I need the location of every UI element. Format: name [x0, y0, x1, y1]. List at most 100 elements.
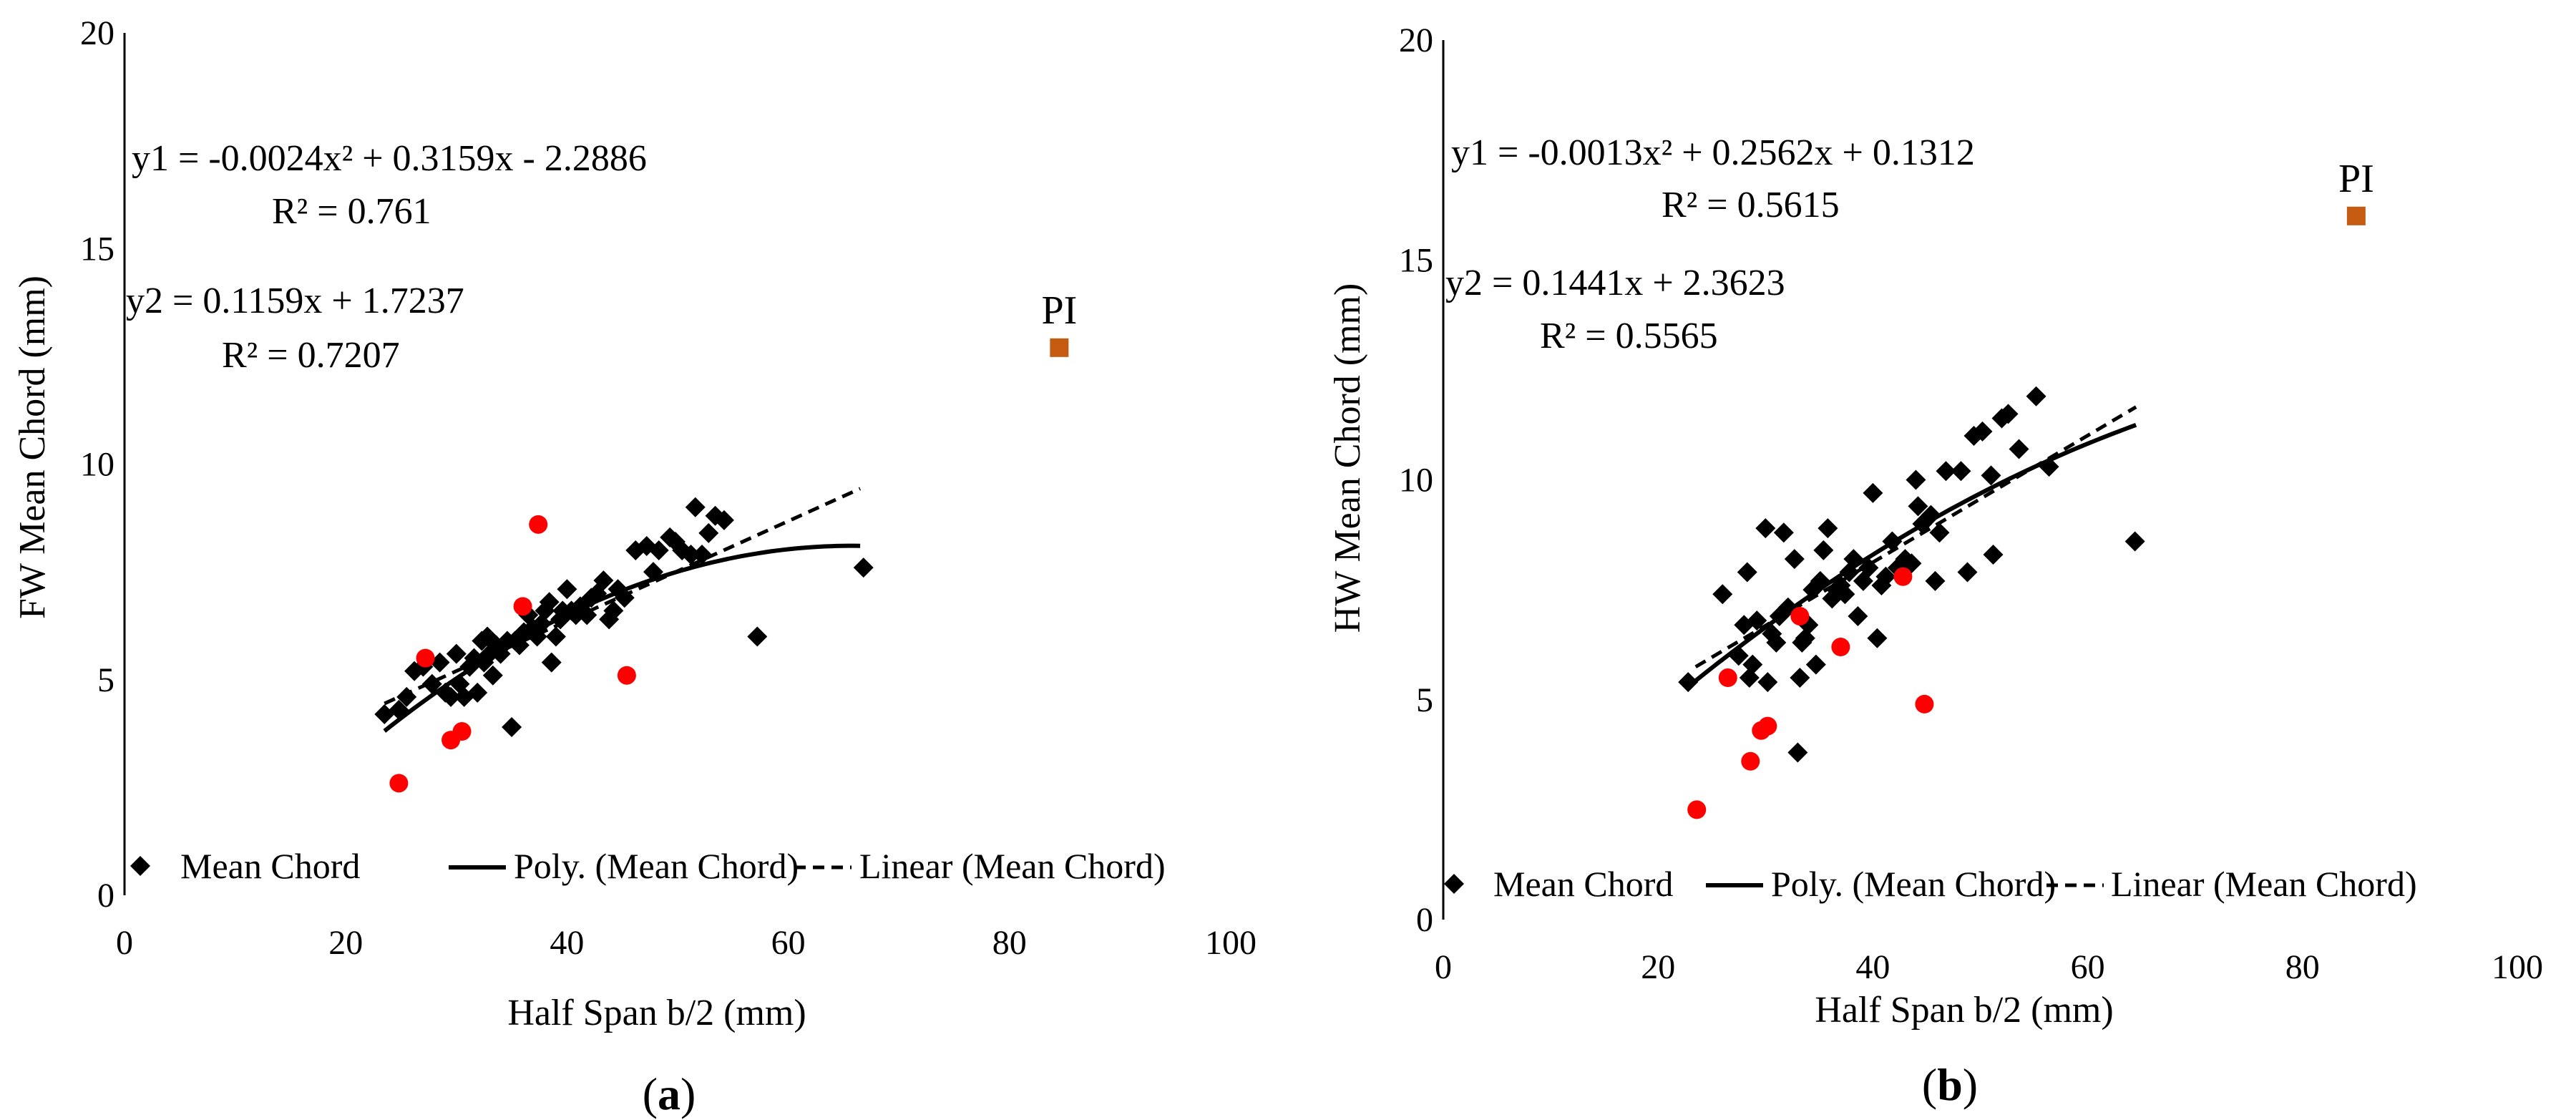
- data-point-mean-chord: [2026, 386, 2046, 406]
- data-point-mean-chord: [2009, 439, 2029, 459]
- y-tick-label: 0: [97, 877, 114, 915]
- equation-linear-r2-a: R² = 0.7207: [222, 335, 400, 376]
- data-point-mean-chord: [1921, 505, 1941, 525]
- legend-a: Mean Chord Poly. (Mean Chord) Linear (Me…: [130, 846, 1166, 886]
- data-point-mean-chord: [446, 643, 467, 664]
- data-point-mean-chord: [577, 605, 597, 625]
- y-tick-label: 15: [1399, 241, 1433, 279]
- legend-label-mean-chord-a: Mean Chord: [180, 846, 360, 886]
- x-tick-label: 0: [1435, 948, 1452, 986]
- data-point-red: [1758, 716, 1777, 736]
- poly-fit-line: [383, 543, 861, 733]
- x-tick-label: 40: [1855, 948, 1890, 986]
- data-point-mean-chord: [396, 686, 417, 707]
- legend-label-poly-a: Poly. (Mean Chord): [514, 846, 799, 886]
- data-point-mean-chord: [1853, 570, 1873, 591]
- data-point-mean-chord: [502, 717, 522, 738]
- data-point-mean-chord: [1790, 668, 1810, 688]
- pi-label: PI: [1041, 288, 1077, 333]
- data-point-mean-chord: [1737, 562, 1757, 583]
- data-point-mean-chord: [1777, 597, 1798, 618]
- y-tick-label: 20: [1399, 21, 1433, 59]
- data-point-mean-chord: [1929, 522, 1950, 543]
- data-point-mean-chord: [1972, 421, 1993, 442]
- data-point-mean-chord: [1755, 518, 1776, 539]
- data-point-mean-chord: [545, 626, 566, 647]
- y-tick-label: 15: [80, 230, 114, 268]
- fit-lines-b: [1694, 405, 2137, 683]
- data-point-mean-chord: [421, 673, 442, 694]
- data-point-mean-chord: [747, 626, 768, 647]
- data-point-mean-chord: [713, 510, 734, 530]
- x-axis-label-a: Half Span b/2 (mm): [507, 993, 806, 1033]
- data-point-mean-chord: [1998, 404, 2019, 424]
- data-point-mean-chord: [692, 545, 713, 565]
- data-point-mean-chord: [680, 545, 701, 565]
- y-tick-label: 20: [80, 14, 114, 52]
- equation-linear-a: y2 = 0.1159x + 1.7237: [126, 281, 464, 321]
- data-point-mean-chord: [441, 686, 462, 707]
- data-point-mean-chord: [539, 592, 560, 613]
- data-point-mean-chord: [557, 579, 577, 600]
- equation-poly-r2-a: R² = 0.761: [272, 191, 431, 232]
- x-tick-label: 80: [2285, 948, 2320, 986]
- data-point-red: [617, 666, 636, 685]
- data-point-pi: [1050, 338, 1069, 357]
- y-ticks-b: 0 5 10 15 20: [1399, 21, 1433, 939]
- data-point-mean-chord: [1787, 742, 1808, 763]
- data-point-mean-chord: [1925, 570, 1946, 591]
- data-point-mean-chord: [1822, 588, 1843, 609]
- data-point-red: [1893, 567, 1913, 586]
- data-point-mean-chord: [614, 588, 635, 608]
- data-point-mean-chord: [1858, 557, 1879, 578]
- data-point-mean-chord: [643, 562, 663, 583]
- data-point-mean-chord: [1678, 672, 1699, 693]
- data-point-mean-chord: [1867, 628, 1888, 648]
- x-tick-label: 100: [1205, 924, 1257, 962]
- x-tick-label: 60: [2071, 948, 2105, 986]
- data-point-red: [1915, 694, 1934, 714]
- data-point-pi: [2346, 206, 2366, 225]
- equation-linear-r2-b: R² = 0.5565: [1540, 316, 1718, 356]
- data-point-mean-chord: [648, 540, 669, 560]
- data-point-mean-chord: [1835, 584, 1855, 605]
- data-point-mean-chord: [1957, 562, 1978, 583]
- y-tick-label: 5: [1416, 681, 1433, 719]
- legend-diamond-b: [1444, 874, 1464, 894]
- data-point-mean-chord: [389, 699, 409, 720]
- data-point-red: [1790, 606, 1810, 625]
- data-point-mean-chord: [1742, 654, 1763, 675]
- data-point-mean-chord: [1762, 623, 1782, 644]
- x-axis-label-b: Half Span b/2 (mm): [1815, 990, 2113, 1031]
- x-tick-label: 100: [2492, 948, 2543, 986]
- data-point-mean-chord: [2039, 457, 2059, 477]
- y-tick-label: 10: [1399, 462, 1433, 500]
- data-point-mean-chord: [698, 522, 719, 543]
- data-point-mean-chord: [1875, 566, 1896, 587]
- marks-a: PI: [374, 288, 1077, 793]
- panel-letter-a: a: [658, 1068, 680, 1119]
- data-point-red: [1687, 800, 1707, 819]
- legend-label-linear-b: Linear (Mean Chord): [2111, 864, 2417, 904]
- data-point-red: [1718, 668, 1737, 688]
- x-tick-label: 0: [116, 924, 133, 962]
- pi-label: PI: [2338, 157, 2374, 201]
- data-point-mean-chord: [1936, 461, 1956, 482]
- data-point-mean-chord: [1906, 469, 1926, 490]
- y-axis-label-b: HW Mean Chord (mm): [1327, 283, 1368, 633]
- legend-b: Mean Chord Poly. (Mean Chord) Linear (Me…: [1444, 864, 2417, 904]
- data-point-mean-chord: [1810, 570, 1830, 591]
- y-axis-label-a: FW Mean Chord (mm): [12, 276, 53, 619]
- data-point-mean-chord: [1728, 646, 1749, 666]
- x-tick-label: 40: [550, 924, 584, 962]
- x-tick-label: 20: [328, 924, 363, 962]
- data-point-mean-chord: [1805, 654, 1826, 675]
- data-point-mean-chord: [1766, 632, 1787, 653]
- data-point-red: [1741, 751, 1760, 771]
- legend-label-poly-b: Poly. (Mean Chord): [1771, 864, 2056, 904]
- y-tick-label: 10: [80, 446, 114, 484]
- equation-poly-a: y1 = -0.0024x² + 0.3159x - 2.2886: [132, 138, 647, 179]
- x-ticks-b: 0 20 40 60 80 100: [1435, 948, 2543, 986]
- data-point-mean-chord: [685, 497, 706, 517]
